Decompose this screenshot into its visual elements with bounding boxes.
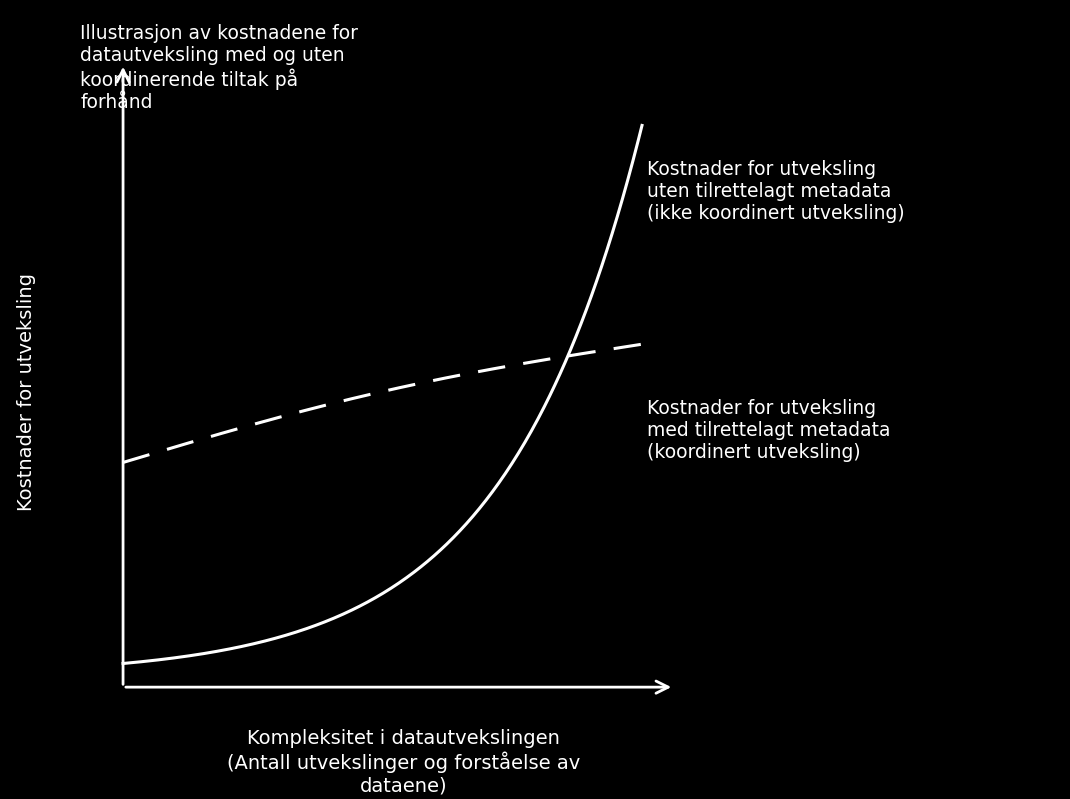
Text: Kostnader for utveksling
uten tilrettelagt metadata
(ikke koordinert utveksling): Kostnader for utveksling uten tilrettela… [647, 160, 905, 223]
Text: Illustrasjon av kostnadene for
datautveksling med og uten
koordinerende tiltak p: Illustrasjon av kostnadene for datautvek… [80, 24, 358, 112]
Text: Kostnader for utveksling
med tilrettelagt metadata
(koordinert utveksling): Kostnader for utveksling med tilrettelag… [647, 400, 891, 463]
Text: Kompleksitet i datautvekslingen
(Antall utvekslinger og forståelse av
dataene): Kompleksitet i datautvekslingen (Antall … [227, 729, 581, 795]
Text: Kostnader for utveksling: Kostnader for utveksling [17, 272, 36, 511]
